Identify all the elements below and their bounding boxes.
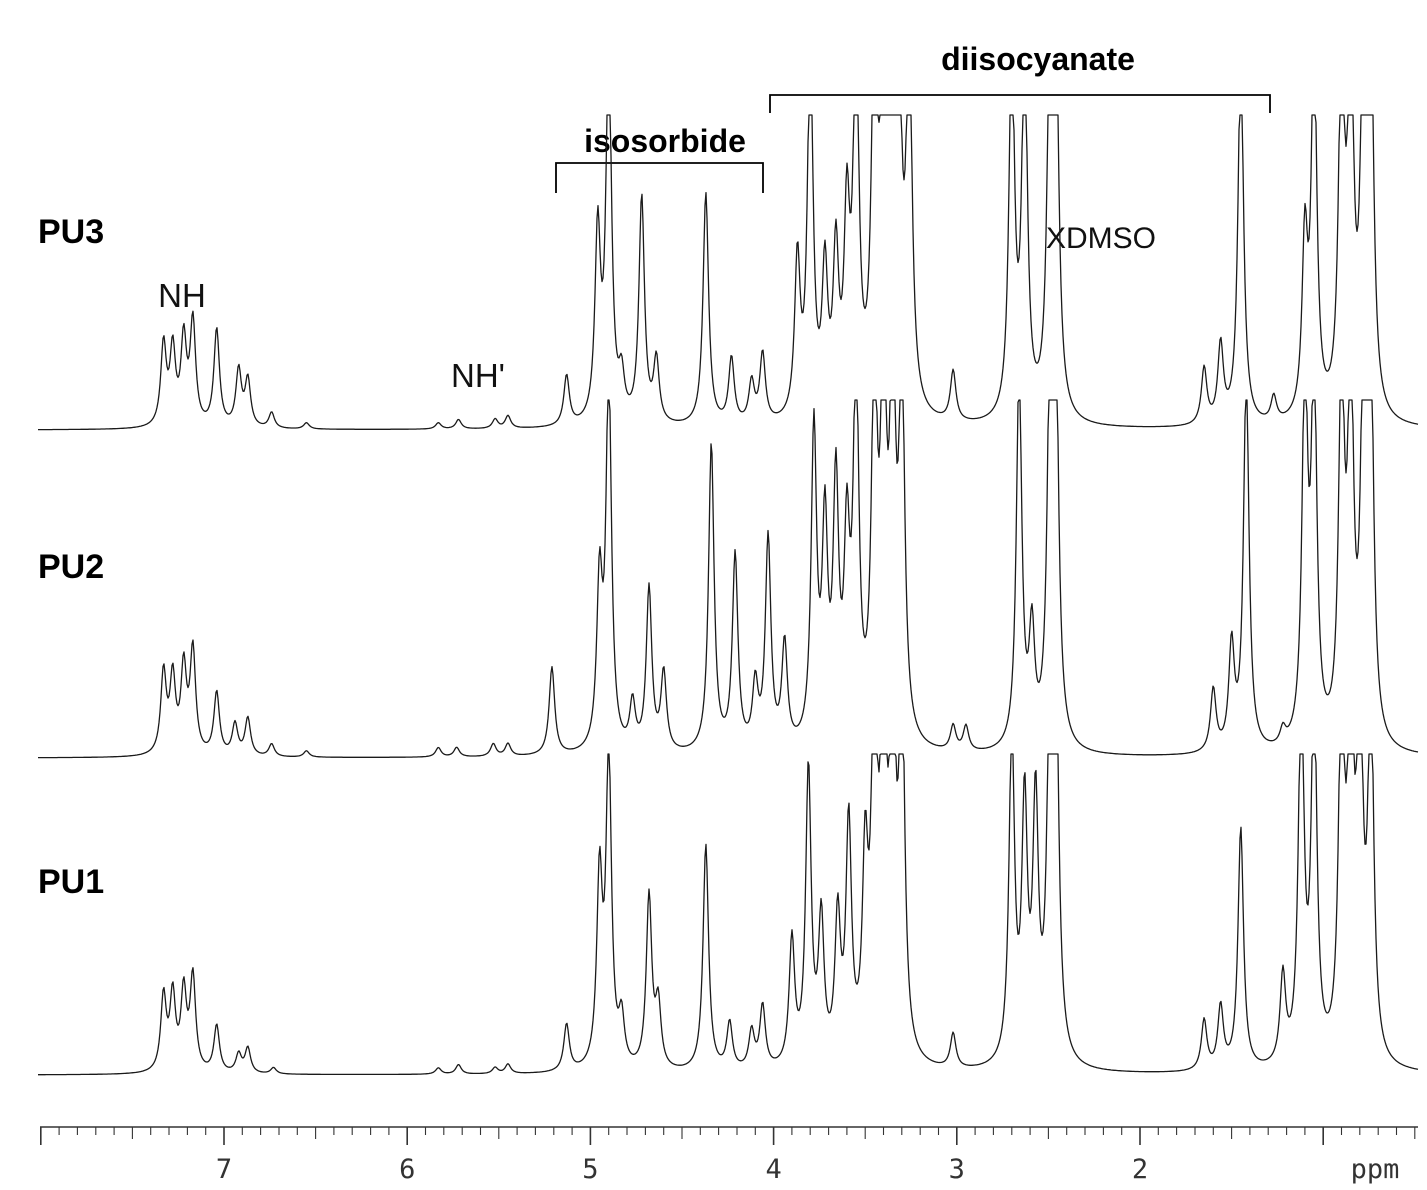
- dmso-solvent-label: XDMSO: [1046, 222, 1156, 255]
- spectrum-trace-pu3: [38, 114, 1419, 431]
- x-tick-label: 5: [582, 1154, 598, 1185]
- diisocyanate-bracket: [769, 94, 1271, 113]
- x-tick-label: 4: [765, 1154, 781, 1185]
- spectrum-traces: [38, 114, 1419, 1076]
- x-axis: 7 6 5 4 3 2: [39, 1126, 1418, 1185]
- nh-prime-peak-label: NH': [451, 357, 505, 394]
- spectrum-label-pu3: PU3: [38, 213, 104, 251]
- x-tick-label: 3: [949, 1154, 965, 1185]
- isosorbide-label: isosorbide: [584, 123, 746, 159]
- x-tick-label: 2: [1132, 1154, 1148, 1185]
- x-tick-label: 7: [216, 1154, 232, 1185]
- spectrum-trace-pu1: [38, 753, 1419, 1076]
- spectrum-label-pu1: PU1: [38, 863, 104, 901]
- x-tick-label: 6: [399, 1154, 415, 1185]
- spectrum-labels: PU3 PU2 PU1: [38, 213, 104, 901]
- diisocyanate-label: diisocyanate: [941, 41, 1135, 77]
- nh-peak-label: NH: [158, 277, 206, 314]
- spectrum-label-pu2: PU2: [38, 548, 104, 586]
- x-axis-unit-label: ppm: [1351, 1154, 1400, 1185]
- spectrum-trace-pu2: [38, 399, 1419, 759]
- isosorbide-bracket: [555, 162, 764, 193]
